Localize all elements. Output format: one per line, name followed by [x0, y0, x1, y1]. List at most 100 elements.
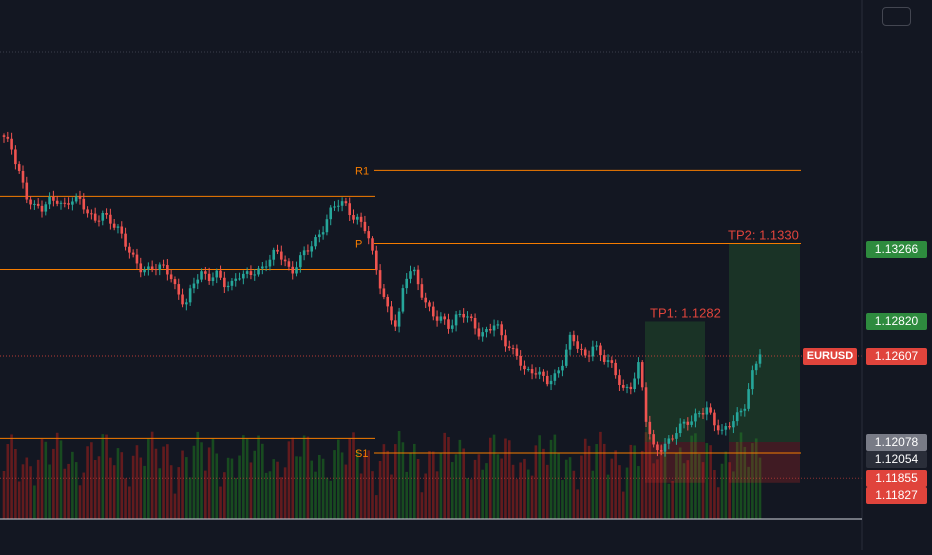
candle-body	[109, 214, 112, 224]
candle-body	[602, 355, 606, 362]
candle-body	[511, 348, 515, 350]
candle-body	[234, 278, 238, 281]
volume-bar	[318, 454, 321, 519]
candle-body	[526, 369, 530, 371]
candle-body	[675, 433, 678, 439]
chart-settings-button[interactable]	[882, 7, 911, 26]
candle-body	[112, 223, 116, 228]
candle-body	[162, 264, 165, 266]
candle-body	[690, 421, 693, 425]
volume-bar	[223, 472, 226, 519]
volume-bar	[105, 434, 108, 519]
volume-bar	[150, 431, 154, 519]
candle-body	[29, 199, 32, 205]
price-label: 1.12078	[866, 434, 927, 451]
volume-bar	[663, 454, 667, 519]
candle-body	[321, 232, 325, 235]
volume-bar	[386, 450, 389, 519]
candle-body	[431, 306, 435, 317]
candle-body	[333, 206, 336, 208]
volume-bar	[614, 450, 617, 519]
volume-bar	[629, 444, 633, 519]
volume-bar	[371, 471, 374, 519]
volume-bar	[63, 468, 67, 519]
candle-body	[450, 325, 454, 329]
volume-bar	[219, 486, 222, 519]
candle-body	[128, 246, 131, 253]
candle-body	[648, 421, 652, 435]
volume-bar	[485, 463, 488, 519]
volume-bar	[253, 450, 257, 519]
candle-body	[534, 373, 538, 375]
candle-body	[435, 316, 439, 321]
volume-bar	[280, 477, 283, 519]
candle-body	[78, 196, 82, 199]
volume-bar	[283, 467, 287, 519]
volume-bar	[618, 465, 621, 519]
candle-body	[633, 378, 636, 390]
candle-body	[747, 389, 750, 409]
volume-bar	[595, 444, 598, 519]
candle-body	[466, 316, 469, 318]
volume-bar	[469, 479, 473, 519]
candle-body	[325, 219, 329, 233]
candle-body	[614, 362, 617, 376]
candle-body	[401, 288, 405, 312]
symbol-badge: EURUSD	[803, 348, 857, 366]
candle-body	[713, 412, 716, 426]
volume-bar	[272, 459, 276, 519]
volume-bar	[675, 453, 678, 519]
candle-body	[337, 205, 340, 207]
price-label: 1.12054	[866, 451, 927, 468]
volume-bar	[671, 481, 674, 519]
candle-body	[409, 271, 412, 279]
volume-bar	[329, 480, 333, 519]
candle-body	[375, 250, 378, 271]
candle-body	[154, 269, 158, 271]
candle-body	[185, 302, 188, 305]
volume-bar	[299, 456, 302, 519]
volume-bar	[462, 448, 465, 519]
candle-body	[17, 164, 21, 171]
candle-body	[166, 265, 169, 275]
candle-body	[568, 334, 572, 350]
volume-bar	[557, 453, 560, 519]
volume-bar	[758, 457, 762, 519]
candle-body	[344, 201, 348, 204]
volume-bar	[169, 465, 173, 519]
volume-bar	[59, 440, 63, 519]
volume-bar	[751, 443, 754, 519]
candle-body	[507, 346, 511, 349]
candle-body	[428, 302, 431, 307]
volume-bar	[500, 458, 503, 519]
volume-bar	[238, 455, 241, 519]
candle-body	[724, 426, 728, 430]
candle-body	[124, 233, 127, 247]
candle-body	[363, 221, 367, 232]
volume-bar	[375, 495, 378, 519]
volume-bar	[648, 437, 652, 519]
candle-body	[245, 271, 249, 274]
volume-bar	[526, 469, 530, 519]
volume-bar	[192, 445, 196, 519]
candle-body	[181, 294, 184, 305]
candle-body	[283, 259, 287, 262]
candle-body	[397, 311, 401, 327]
candle-body	[481, 332, 484, 337]
volume-bar	[185, 457, 188, 519]
volume-bar	[188, 477, 192, 519]
candle-body	[652, 434, 655, 445]
candle-body	[606, 360, 610, 362]
volume-bar	[314, 471, 317, 519]
candle-body	[14, 149, 17, 165]
volume-bar	[124, 478, 127, 519]
candle-body	[663, 443, 667, 452]
candle-body	[751, 370, 754, 390]
candle-body	[545, 375, 549, 385]
price-label: 1.13266	[866, 241, 927, 258]
candle-body	[378, 270, 382, 289]
candle-body	[40, 205, 44, 212]
candle-body	[382, 288, 386, 297]
